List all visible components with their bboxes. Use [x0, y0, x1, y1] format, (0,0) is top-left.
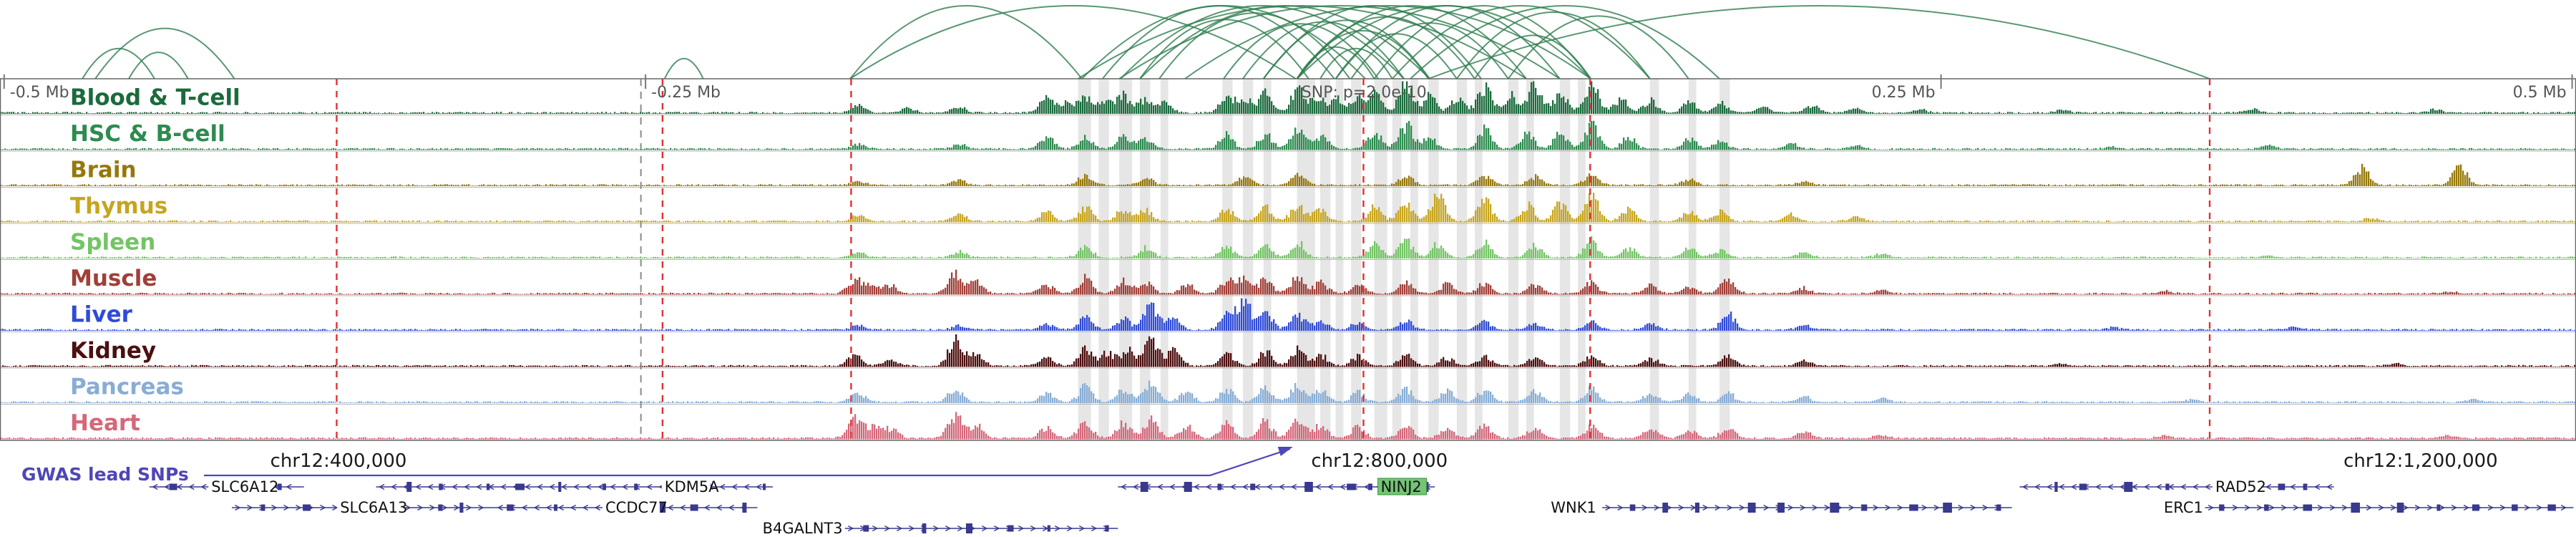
gene-erc1: ERC1 — [2161, 499, 2574, 516]
ruler-label: -0.25 Mb — [651, 84, 721, 102]
track-signal-hsc-b-cell — [0, 120, 2576, 150]
track-signal-kidney — [0, 334, 2576, 367]
interaction-arc — [1120, 5, 1405, 79]
interaction-arc — [849, 5, 1297, 79]
gene-label-bg — [208, 478, 275, 495]
interaction-arc — [128, 52, 189, 79]
interaction-arc — [1410, 5, 1720, 79]
interaction-arc — [1474, 34, 1591, 79]
ruler-label: 0.5 Mb — [2513, 84, 2567, 102]
track-label-heart: Heart — [70, 410, 140, 436]
track-signal-muscle — [0, 269, 2576, 295]
gene-slc6a12: SLC6A12 — [149, 478, 304, 495]
interaction-arc — [849, 5, 1083, 79]
gene-label-bg — [337, 499, 404, 516]
track-signal-thymus — [0, 193, 2576, 223]
interaction-arc — [1392, 5, 1651, 79]
gene-label-bg — [661, 478, 711, 495]
track-signal-blood-t-cell — [0, 81, 2576, 114]
track-signal-heart — [0, 412, 2576, 440]
ruler-label: -0.5 Mb — [10, 84, 69, 102]
track-grid — [0, 78, 2576, 441]
track-label-muscle: Muscle — [70, 266, 157, 291]
track-label-hsc-b-cell: HSC & B-cell — [70, 121, 225, 147]
track-signal-liver — [0, 298, 2576, 331]
gene-label: WNK1 — [1551, 499, 1596, 516]
track-signal-spleen — [0, 236, 2576, 258]
interaction-arc — [94, 27, 235, 79]
interaction-arc — [1335, 33, 1458, 79]
track-signal-pancreas — [0, 380, 2576, 403]
gene-label: SLC6A13 — [340, 499, 407, 516]
gene-kdm5a: KDM5A — [376, 478, 773, 495]
track-label-pancreas: Pancreas — [70, 374, 184, 400]
gene-slc6a13: SLC6A13 — [232, 499, 495, 516]
interaction-arc — [1184, 5, 1591, 79]
gene-label: ERC1 — [2164, 499, 2203, 516]
gene-label-bg — [1548, 499, 1589, 516]
gene-label: SLC6A12 — [211, 478, 278, 495]
interaction-arc — [1081, 5, 1366, 79]
track-signal-brain — [0, 163, 2576, 186]
gene-label: CCDC77 — [605, 499, 668, 516]
gene-label-bg — [2212, 478, 2261, 495]
interaction-arc — [1139, 5, 1430, 79]
interaction-arc — [1242, 21, 1405, 79]
interaction-arc — [1102, 5, 1335, 79]
ruler-label: 0.25 Mb — [1872, 84, 1936, 102]
interaction-arc — [1428, 5, 2210, 79]
track-label-brain: Brain — [70, 157, 137, 183]
interaction-arc — [1223, 23, 1379, 79]
gene-label: B4GALNT3 — [763, 520, 843, 537]
interaction-arc — [1078, 5, 1527, 79]
gwas-lead-snps-label: GWAS lead SNPs — [21, 464, 189, 485]
gene-label-bg — [2161, 499, 2201, 516]
ruler: -0.5 Mb -0.25 Mb SNP: p=2.0e-10 0.25 Mb 0.5 … — [3, 74, 2573, 102]
gene-label: RAD52 — [2215, 478, 2266, 495]
interaction-arc — [82, 48, 155, 79]
coordinate-labels: chr12:400,000 chr12:800,000 chr12:1,200,00… — [270, 450, 2498, 472]
interaction-arc — [1455, 11, 1651, 79]
gene-label: KDM5A — [665, 478, 719, 495]
track-label-thymus: Thymus — [70, 193, 167, 219]
gwas-pointer-arrowhead — [1277, 447, 1293, 456]
gene-label-bg — [602, 499, 660, 516]
interaction-arc — [1296, 5, 1527, 79]
gene-rad52: RAD52 — [2019, 478, 2334, 495]
ruler-label: SNP: p=2.0e-10 — [1302, 84, 1427, 102]
gene-wnk1: WNK1 — [1548, 499, 2012, 516]
gene-b4galnt3: B4GALNT3 — [759, 520, 1118, 537]
interaction-arc — [1507, 15, 1689, 79]
gene-ccdc77: CCDC77 — [494, 499, 758, 516]
gene-label-highlight-box — [1377, 478, 1428, 495]
gwas-annotation — [204, 447, 1293, 477]
coordinate-label: chr12:800,000 — [1311, 450, 1448, 472]
gene-label: NINJ2 — [1381, 478, 1422, 495]
interaction-arc — [1335, 5, 1561, 79]
track-label-liver: Liver — [70, 301, 133, 327]
coordinate-label: chr12:1,200,000 — [2343, 450, 2498, 472]
gwas-pointer-line — [204, 448, 1291, 477]
interaction-arc — [1158, 12, 1351, 79]
track-label-spleen: Spleen — [70, 229, 155, 255]
gene-track: SLC6A12 SLC6A13 KDM5A CCDC77 B4GALNT3 NINJ2 WN… — [149, 478, 2574, 537]
gene-label-bg — [759, 520, 834, 536]
interaction-arc — [1373, 5, 1591, 79]
track-label-kidney: Kidney — [70, 338, 156, 364]
track-labels: Blood & T-cell HSC & B-cell Brain Thymus Spl… — [70, 84, 240, 436]
track-label-blood-t-cell: Blood & T-cell — [70, 84, 240, 110]
coordinate-label: chr12:400,000 — [270, 450, 407, 472]
interaction-arc — [663, 58, 704, 79]
gene-ninj2: NINJ2 — [1118, 478, 1435, 495]
interaction-arcs — [82, 5, 2210, 79]
